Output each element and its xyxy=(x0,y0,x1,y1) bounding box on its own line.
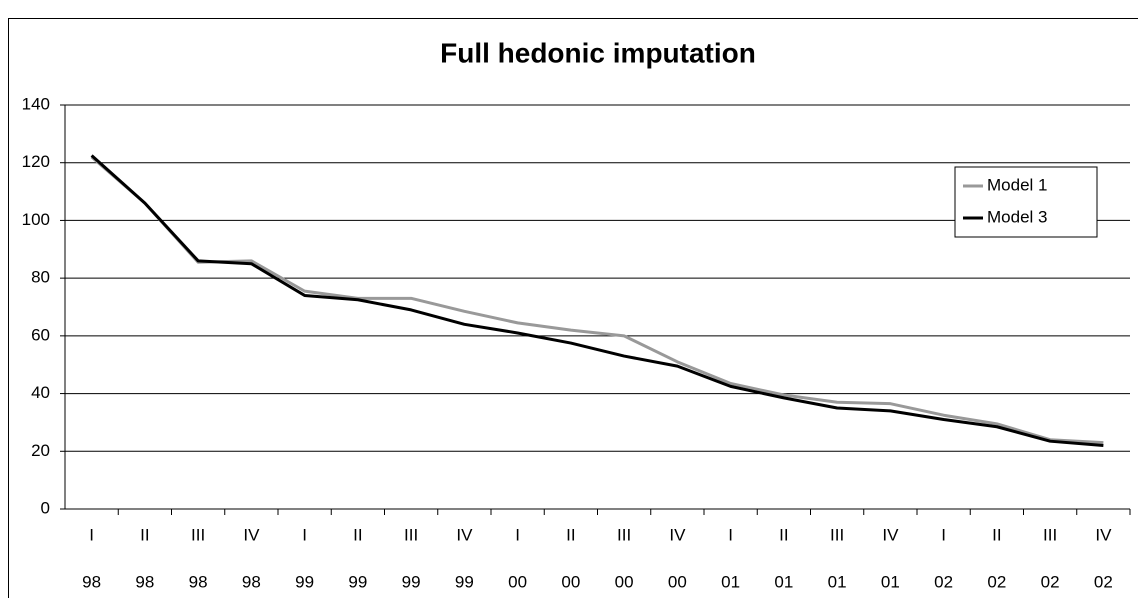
x-tick-label: 98 xyxy=(189,572,208,591)
x-tick-label: 98 xyxy=(82,572,101,591)
x-tick-label: IV xyxy=(669,525,686,544)
chart-title: Full hedonic imputation xyxy=(440,37,756,68)
y-tick-label: 80 xyxy=(31,268,50,287)
x-tick-label: 99 xyxy=(348,572,367,591)
x-tick-label: 99 xyxy=(402,572,421,591)
y-tick-label: 140 xyxy=(22,94,50,113)
x-tick-label: II xyxy=(566,525,575,544)
x-tick-label: 99 xyxy=(295,572,314,591)
x-tick-label: II xyxy=(140,525,149,544)
y-tick-label: 100 xyxy=(22,210,50,229)
x-tick-label: IV xyxy=(1095,525,1112,544)
x-tick-label: I xyxy=(302,525,307,544)
x-tick-label: 99 xyxy=(455,572,474,591)
x-tick-label: IV xyxy=(456,525,473,544)
x-tick-label: II xyxy=(353,525,362,544)
series-line xyxy=(90,154,1104,448)
x-tick-label: 98 xyxy=(135,572,154,591)
x-tick-label: 02 xyxy=(1041,572,1060,591)
x-tick-label: 02 xyxy=(934,572,953,591)
x-tick-label: 01 xyxy=(828,572,847,591)
y-tick-label: 0 xyxy=(41,498,50,517)
x-tick-label: I xyxy=(89,525,94,544)
x-tick-label: 02 xyxy=(1094,572,1113,591)
legend-label: Model 3 xyxy=(987,207,1047,226)
x-tick-label: II xyxy=(779,525,788,544)
x-tick-label: 01 xyxy=(774,572,793,591)
x-tick-label: III xyxy=(404,525,418,544)
series-line xyxy=(90,155,1104,445)
chart-border xyxy=(8,18,1138,598)
legend-box xyxy=(954,166,1098,238)
x-tick-label: 00 xyxy=(668,572,687,591)
x-tick-label: 00 xyxy=(615,572,634,591)
x-tick-label: III xyxy=(191,525,205,544)
x-tick-label: 01 xyxy=(881,572,900,591)
x-tick-label: I xyxy=(728,525,733,544)
x-tick-label: III xyxy=(830,525,844,544)
y-tick-label: 40 xyxy=(31,383,50,402)
x-tick-label: IV xyxy=(882,525,899,544)
y-tick-label: 60 xyxy=(31,325,50,344)
x-tick-label: I xyxy=(941,525,946,544)
x-tick-label: III xyxy=(1043,525,1057,544)
x-tick-label: 98 xyxy=(242,572,261,591)
y-tick-label: 20 xyxy=(31,441,50,460)
y-tick-label: 120 xyxy=(22,152,50,171)
x-tick-label: II xyxy=(992,525,1001,544)
x-tick-label: 00 xyxy=(561,572,580,591)
x-tick-label: 02 xyxy=(987,572,1006,591)
x-tick-label: III xyxy=(617,525,631,544)
x-tick-label: IV xyxy=(243,525,260,544)
x-tick-label: I xyxy=(515,525,520,544)
legend-label: Model 1 xyxy=(987,175,1047,194)
x-tick-label: 01 xyxy=(721,572,740,591)
x-tick-label: 00 xyxy=(508,572,527,591)
